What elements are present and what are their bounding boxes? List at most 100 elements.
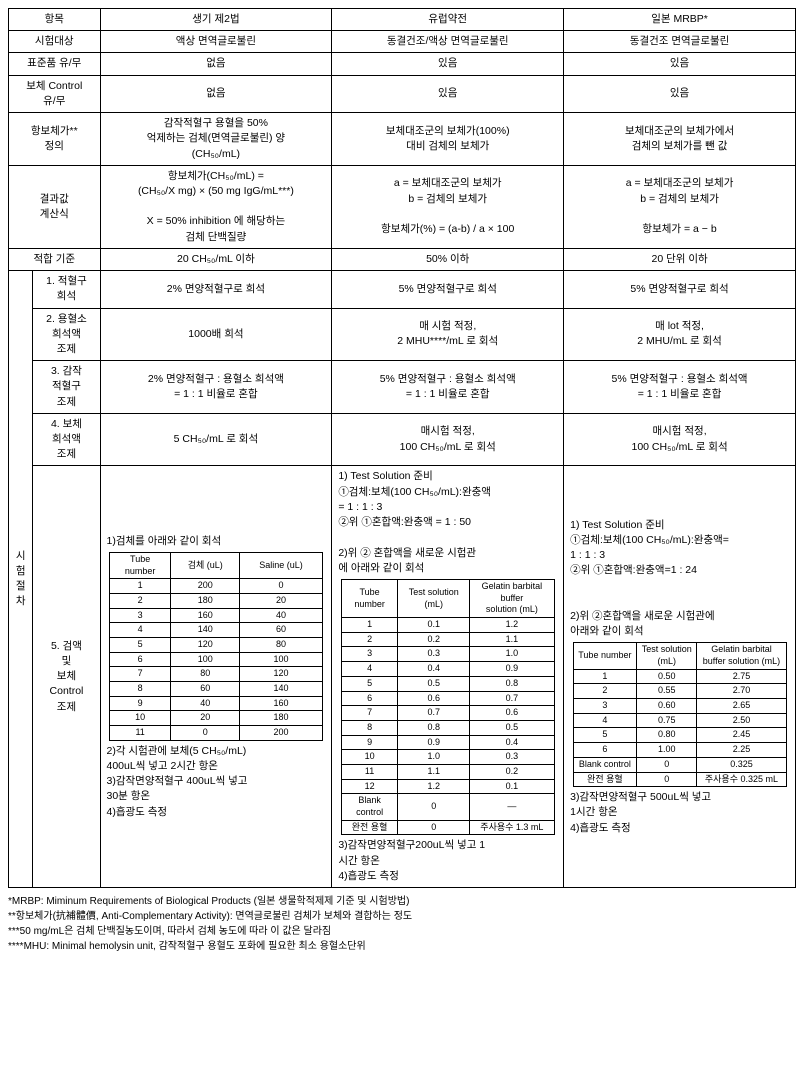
inner-cell: 2.70	[697, 684, 786, 699]
inner-cell: 1.1	[398, 764, 470, 779]
inner-cell: 7	[341, 706, 398, 721]
inner-cell: 9	[109, 696, 170, 711]
inner-cell: 60	[240, 623, 323, 638]
inner-cell: 완전 용혈	[341, 820, 398, 835]
cell: 동결건조/액상 면역글로불린	[332, 31, 564, 53]
row-label: 항보체가**정의	[9, 113, 101, 166]
inner-cell: 0.325	[697, 757, 786, 772]
inner-cell: 0	[171, 726, 240, 741]
inner-cell: 0	[398, 820, 470, 835]
inner-cell: 0.2	[398, 632, 470, 647]
cell: 매시험 적정,100 CH₅₀/mL 로 회석	[332, 413, 564, 466]
cell: 2% 면양적혈구로 희석	[100, 271, 332, 308]
inner-cell: —	[470, 794, 555, 820]
inner-cell: 0.2	[470, 764, 555, 779]
inner-header: Tube number	[341, 580, 398, 618]
inner-cell: 0.8	[470, 676, 555, 691]
inner-cell: 0.8	[398, 720, 470, 735]
inner-cell: 1.0	[470, 647, 555, 662]
step5-col2: 1)검체를 아래와 같이 회석 Tubenumber검체 (uL)Saline …	[100, 466, 332, 888]
inner-header: Test solution(mL)	[637, 643, 697, 669]
inner-cell: 0.50	[637, 669, 697, 684]
inner-cell: 20	[240, 593, 323, 608]
inner-cell: 160	[240, 696, 323, 711]
inner-cell: 3	[109, 608, 170, 623]
cell: 동결건조 면역글로불린	[564, 31, 796, 53]
inner-cell: 2.25	[697, 743, 786, 758]
step-label: 3. 감작적혈구조제	[33, 361, 100, 414]
header-item: 항목	[9, 9, 101, 31]
cell: 50% 이하	[332, 248, 564, 270]
inner-cell: 0.4	[470, 735, 555, 750]
inner-cell: 80	[171, 667, 240, 682]
step5-col3: 1) Test Solution 준비①검체:보체(100 CH₅₀/mL):완…	[332, 466, 564, 888]
inner-cell: 6	[341, 691, 398, 706]
inner-cell: 0.60	[637, 699, 697, 714]
inner-cell: 완전 용혈	[573, 772, 637, 787]
cell: 5% 면양적혈구 : 용혈소 희석액= 1 : 1 비율로 혼합	[332, 361, 564, 414]
inner-cell: 120	[240, 667, 323, 682]
inner-cell: 2.65	[697, 699, 786, 714]
cell: 2% 면양적혈구 : 용혈소 희석액= 1 : 1 비율로 혼합	[100, 361, 332, 414]
header-ep: 유럽약전	[332, 9, 564, 31]
step5-col3-pre: 1) Test Solution 준비①검체:보체(100 CH₅₀/mL):완…	[336, 469, 559, 576]
inner-cell: 7	[109, 667, 170, 682]
inner-cell: 6	[573, 743, 637, 758]
step-label: 4. 보체희석액조제	[33, 413, 100, 466]
cell: 1000배 희석	[100, 308, 332, 361]
inner-cell: 0.7	[470, 691, 555, 706]
inner-cell: 1.2	[470, 618, 555, 633]
inner-cell: 0.55	[637, 684, 697, 699]
row-label: 표준품 유/무	[9, 53, 101, 75]
row-label: 시험대상	[9, 31, 101, 53]
inner-cell: 0.9	[470, 662, 555, 677]
procedure-label: 시험절차	[9, 271, 33, 888]
cell: 없음	[100, 75, 332, 112]
inner-cell: 0.7	[398, 706, 470, 721]
inner-cell: 2	[109, 593, 170, 608]
inner-cell: 0.80	[637, 728, 697, 743]
step5-col3-post: 3)감작면양적혈구200uL씩 넣고 1 시간 항온4)흡광도 측정	[336, 838, 559, 884]
inner-cell: 60	[171, 682, 240, 697]
dilution-table-3: Tube numberTest solution (mL)Gelatin bar…	[341, 579, 555, 835]
row-label: 적합 기준	[9, 248, 101, 270]
inner-cell: 0.1	[398, 618, 470, 633]
cell: a = 보체대조군의 보체가b = 검체의 보체가항보체가(%) = (a-b)…	[332, 165, 564, 248]
inner-cell: Blank control	[341, 794, 398, 820]
inner-cell: 2.50	[697, 713, 786, 728]
inner-cell: 8	[109, 682, 170, 697]
cell: 있음	[564, 53, 796, 75]
footnote-line: ***50 mg/mL은 검체 단백질농도이며, 따라서 검체 농도에 따라 이…	[8, 924, 796, 939]
inner-cell: 4	[573, 713, 637, 728]
inner-cell: 180	[171, 593, 240, 608]
inner-cell: 0	[637, 772, 697, 787]
cell: 감작적혈구 용혈을 50%억제하는 검체(면역글로불린) 양(CH₅₀/mL)	[100, 113, 332, 166]
inner-cell: 0.5	[398, 676, 470, 691]
inner-cell: 5	[109, 637, 170, 652]
inner-cell: 0.3	[470, 750, 555, 765]
inner-cell: 0.4	[398, 662, 470, 677]
step5-col4: 1) Test Solution 준비①검체:보체(100 CH₅₀/mL):완…	[564, 466, 796, 888]
inner-cell: 2.75	[697, 669, 786, 684]
cell: 보체대조군의 보체가(100%)대비 검체의 보체가	[332, 113, 564, 166]
inner-cell: 200	[240, 726, 323, 741]
inner-header: Tubenumber	[109, 552, 170, 578]
step5-col4-pre: 1) Test Solution 준비①검체:보체(100 CH₅₀/mL):완…	[568, 518, 791, 640]
inner-cell: 0.75	[637, 713, 697, 728]
inner-cell: 80	[240, 637, 323, 652]
step5-col2-pre: 1)검체를 아래와 같이 회석	[105, 534, 328, 549]
cell: 있음	[332, 53, 564, 75]
cell: 있음	[332, 75, 564, 112]
inner-cell: 3	[573, 699, 637, 714]
footnote-line: **항보체가(抗補體價, Anti-Complementary Activity…	[8, 909, 796, 924]
inner-cell: 4	[109, 623, 170, 638]
inner-cell: 1	[109, 579, 170, 594]
inner-cell: 12	[341, 779, 398, 794]
step-label: 1. 적혈구희석	[33, 271, 100, 308]
inner-header: Gelatin barbitalbuffer solution (mL)	[697, 643, 786, 669]
footnote-line: ****MHU: Minimal hemolysin unit, 감작적혈구 용…	[8, 939, 796, 954]
inner-header: Tube number	[573, 643, 637, 669]
inner-cell: 0.5	[470, 720, 555, 735]
inner-cell: 5	[573, 728, 637, 743]
inner-cell: 40	[240, 608, 323, 623]
